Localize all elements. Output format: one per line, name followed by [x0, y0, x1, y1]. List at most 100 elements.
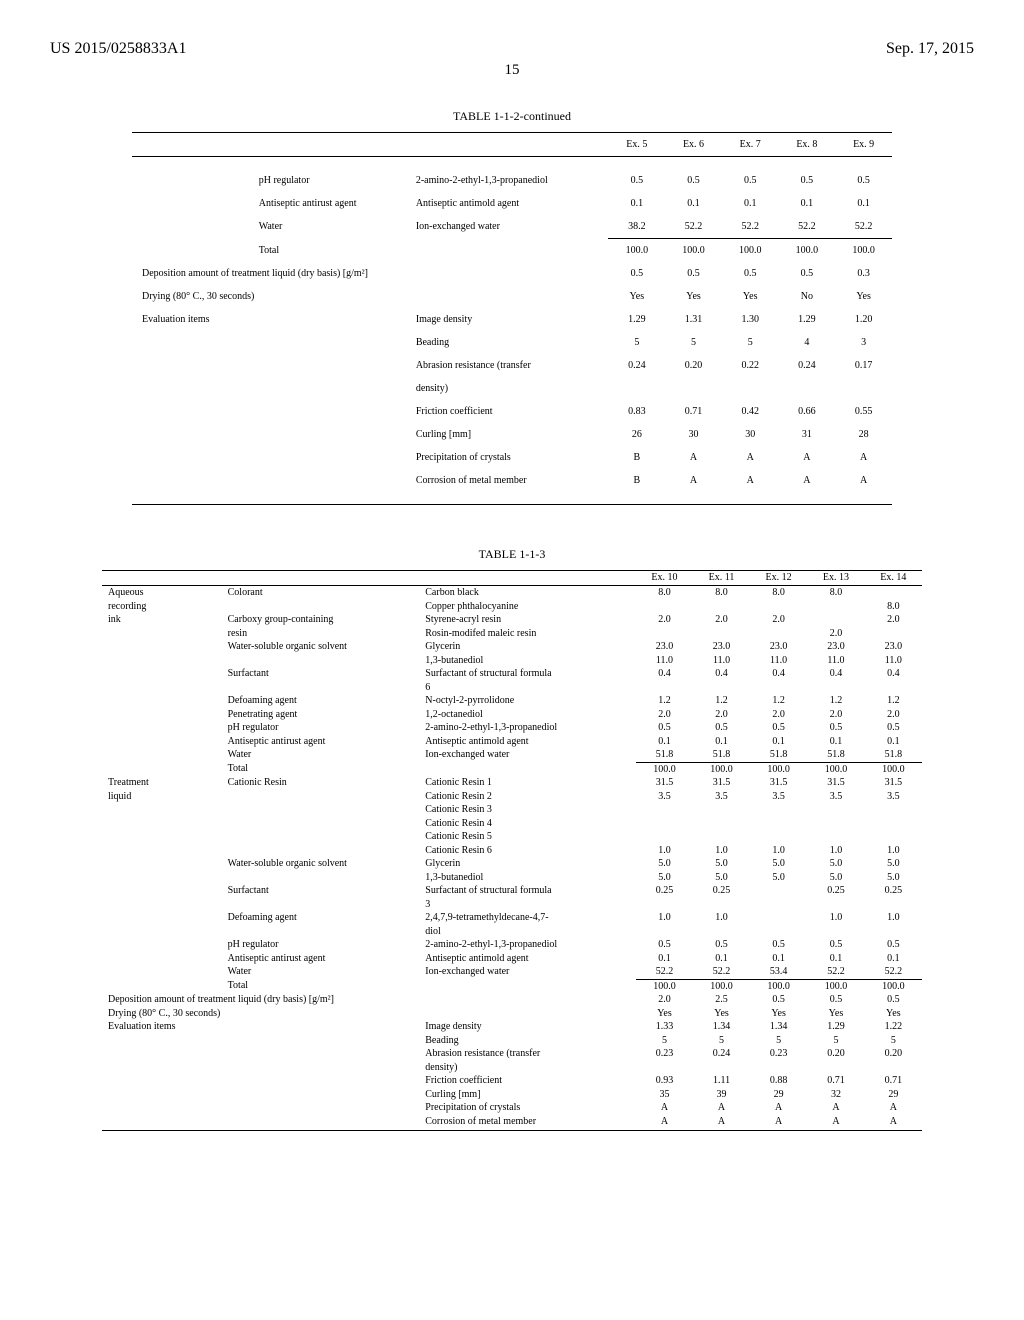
cell: A — [779, 469, 836, 492]
cell: Evaluation items — [102, 1021, 222, 1035]
cell — [102, 817, 222, 831]
cell — [249, 308, 406, 331]
cell — [722, 492, 779, 505]
cell — [636, 804, 693, 818]
cell — [750, 912, 807, 926]
cell: Penetrating agent — [222, 708, 420, 722]
cell: pH regulator — [222, 722, 420, 736]
cell: 3.5 — [807, 790, 864, 804]
cell — [102, 1129, 222, 1131]
cell: 52.2 — [636, 966, 693, 980]
cell: Yes — [835, 285, 892, 308]
cell — [132, 423, 249, 446]
cell: 100.0 — [693, 980, 750, 994]
cell — [249, 354, 406, 377]
cell — [102, 681, 222, 695]
cell: 5.0 — [807, 858, 864, 872]
cell: Ex. 10 — [636, 571, 693, 586]
cell — [750, 885, 807, 899]
cell — [807, 925, 864, 939]
cell: Yes — [722, 285, 779, 308]
cell: 0.5 — [693, 722, 750, 736]
cell: 0.1 — [636, 952, 693, 966]
cell — [665, 492, 722, 505]
cell: Ex. 12 — [750, 571, 807, 586]
cell — [249, 446, 406, 469]
cell — [102, 722, 222, 736]
cell: 52.2 — [665, 215, 722, 239]
cell: Cationic Resin — [222, 777, 420, 791]
cell: Ex. 11 — [693, 571, 750, 586]
cell: 1.11 — [693, 1075, 750, 1089]
cell: 5 — [750, 1034, 807, 1048]
cell: 3.5 — [750, 790, 807, 804]
cell — [249, 423, 406, 446]
cell: Defoaming agent — [222, 695, 420, 709]
cell — [132, 215, 249, 239]
cell: 1.2 — [865, 695, 922, 709]
cell — [406, 133, 609, 157]
cell: 0.1 — [865, 735, 922, 749]
cell — [779, 157, 836, 170]
cell: 100.0 — [636, 980, 693, 994]
cell — [807, 831, 864, 845]
cell — [102, 858, 222, 872]
cell: 2-amino-2-ethyl-1,3-propanediol — [406, 169, 609, 192]
cell: 30 — [722, 423, 779, 446]
cell: 5.0 — [636, 871, 693, 885]
cell: 0.5 — [693, 939, 750, 953]
cell: diol — [419, 925, 636, 939]
cell: 0.5 — [608, 262, 665, 285]
cell: Yes — [693, 1007, 750, 1021]
cell: 1.34 — [693, 1021, 750, 1035]
cell: ink — [102, 614, 222, 628]
cell — [102, 735, 222, 749]
cell — [636, 831, 693, 845]
cell — [102, 708, 222, 722]
cell: Surfactant of structural formula — [419, 885, 636, 899]
cell: 11.0 — [750, 654, 807, 668]
cell: 0.1 — [608, 192, 665, 215]
cell: Ion-exchanged water — [406, 215, 609, 239]
cell — [102, 749, 222, 763]
cell — [132, 400, 249, 423]
cell: 11.0 — [807, 654, 864, 668]
cell: 0.24 — [693, 1048, 750, 1062]
table2: Ex. 10Ex. 11Ex. 12Ex. 13Ex. 14AqueousCol… — [102, 570, 922, 1131]
cell: 8.0 — [807, 587, 864, 601]
cell: 31.5 — [865, 777, 922, 791]
cell — [249, 157, 406, 170]
cell — [132, 133, 249, 157]
cell — [222, 804, 420, 818]
cell: 100.0 — [835, 239, 892, 263]
cell: 1.34 — [750, 1021, 807, 1035]
cell — [102, 912, 222, 926]
cell: 0.20 — [665, 354, 722, 377]
cell: Friction coefficient — [419, 1075, 636, 1089]
cell: 3 — [835, 331, 892, 354]
cell: 1.0 — [693, 844, 750, 858]
cell — [722, 157, 779, 170]
cell: 23.0 — [693, 641, 750, 655]
cell: 0.1 — [693, 735, 750, 749]
cell — [807, 817, 864, 831]
cell: 5 — [865, 1034, 922, 1048]
cell: 0.20 — [865, 1048, 922, 1062]
cell: 0.1 — [636, 735, 693, 749]
cell: 0.23 — [636, 1048, 693, 1062]
cell: Surfactant — [222, 885, 420, 899]
cell — [102, 871, 222, 885]
cell: Cationic Resin 6 — [419, 844, 636, 858]
cell: resin — [222, 627, 420, 641]
cell — [636, 681, 693, 695]
cell: 0.71 — [807, 1075, 864, 1089]
cell — [132, 192, 249, 215]
cell: 1.0 — [865, 844, 922, 858]
cell — [132, 331, 249, 354]
cell: 52.2 — [835, 215, 892, 239]
cell: B — [608, 469, 665, 492]
cell — [222, 654, 420, 668]
cell — [807, 600, 864, 614]
cell — [222, 790, 420, 804]
cell: Ex. 6 — [665, 133, 722, 157]
